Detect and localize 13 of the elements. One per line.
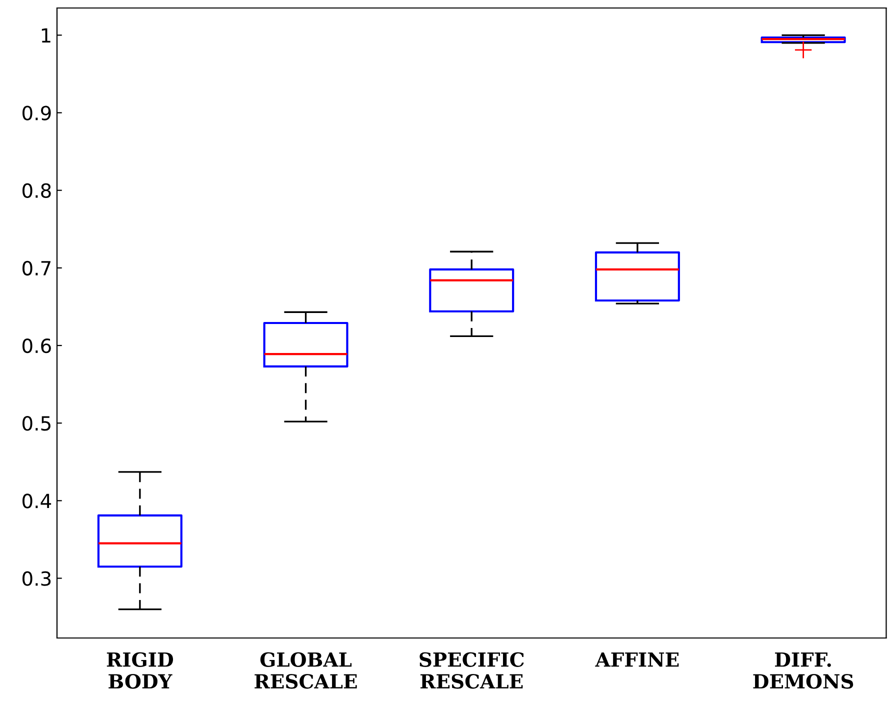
- x-tick-label: AFFINE: [595, 652, 679, 667]
- y-tick-label: 0.7: [22, 260, 50, 276]
- x-tick-label: GLOBAL RESCALE: [254, 652, 357, 689]
- y-tick-label: 0.8: [22, 183, 51, 198]
- y-tick-label: 0.9: [22, 106, 51, 120]
- x-tick-label: SPECIFIC RESCALE: [420, 652, 524, 689]
- x-tick-label: DIFF. DEMONS: [753, 652, 854, 689]
- y-tick-label: 0.5: [22, 416, 50, 431]
- x-tick-label: RIGID BODY: [106, 652, 174, 689]
- y-tick-label: 0.6: [22, 338, 51, 354]
- y-tick-label: 0.4: [22, 494, 52, 508]
- y-tick-label: 1: [42, 28, 50, 43]
- y-tick-label: 0.3: [22, 571, 51, 586]
